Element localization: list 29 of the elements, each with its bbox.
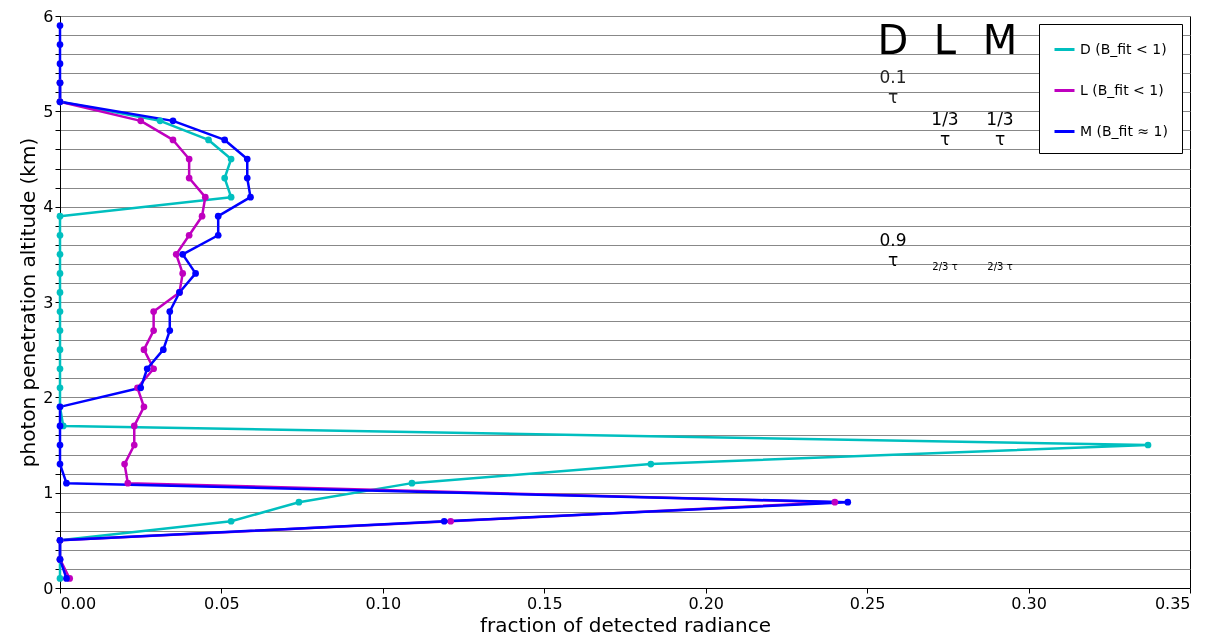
x-axis-title: fraction of detected radiance xyxy=(479,612,772,637)
legend-label: D (B_fit < 1) xyxy=(1080,40,1167,57)
annotation: M xyxy=(982,17,1018,63)
x-tick-label: 0.30 xyxy=(1011,593,1047,613)
annotation: 2/3 τ xyxy=(932,261,958,272)
x-tick-label: 0.15 xyxy=(526,593,563,613)
legend-label: M (B_fit ≈ 1) xyxy=(1080,122,1168,139)
y-tick-label: 2 xyxy=(43,387,54,407)
annotation: 1/3 τ xyxy=(931,109,959,149)
y-tick-label: 4 xyxy=(43,197,54,217)
annotation: 2/3 τ xyxy=(987,261,1013,272)
x-tick-label: 0.35 xyxy=(1154,593,1191,613)
y-tick-label: 3 xyxy=(43,292,54,312)
x-tick-label: 0.20 xyxy=(688,593,725,613)
x-tick-label: 0.05 xyxy=(204,593,240,613)
y-tick-label: 1 xyxy=(43,483,54,503)
annotation: 0.9 τ xyxy=(879,230,907,270)
annotation: 1/3 τ xyxy=(986,109,1014,149)
x-tick-label: 0.10 xyxy=(365,593,402,613)
y-axis-title: photon penetration altitude (km) xyxy=(16,137,41,468)
legend-label: L (B_fit < 1) xyxy=(1080,81,1164,98)
y-tick-label: 6 xyxy=(43,6,54,26)
annotation: 0.1 τ xyxy=(879,67,907,107)
annotation: D xyxy=(877,17,909,63)
annotation: L xyxy=(933,17,957,63)
y-tick-label: 0 xyxy=(43,578,54,598)
x-tick-label: 0.00 xyxy=(60,593,97,613)
x-tick-label: 0.25 xyxy=(849,593,886,613)
y-tick-label: 5 xyxy=(43,101,54,121)
